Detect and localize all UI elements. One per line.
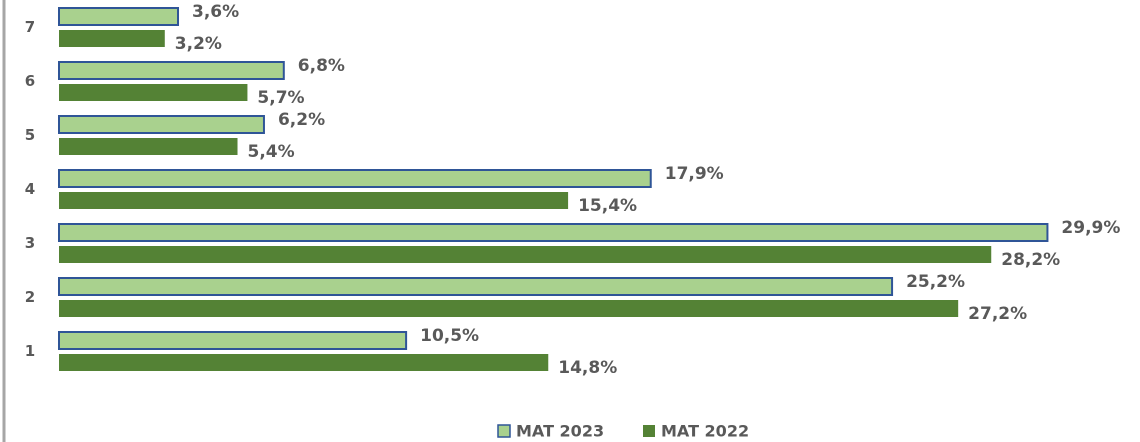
value-label: 17,9% [665, 164, 724, 184]
bar [58, 7, 180, 26]
value-label: 6,8% [298, 56, 345, 76]
bar [58, 169, 652, 188]
bar [59, 84, 248, 101]
value-label: 3,6% [192, 2, 239, 22]
y-tick-label: 5 [25, 126, 35, 144]
bar [59, 192, 569, 209]
value-label: 5,4% [248, 142, 295, 162]
value-label: 15,4% [578, 196, 637, 216]
value-label: 25,2% [906, 272, 965, 292]
value-label: 3,2% [175, 34, 222, 54]
y-tick-label: 3 [25, 234, 35, 252]
y-tick-label: 6 [25, 72, 35, 90]
y-tick-label: 1 [25, 342, 35, 360]
legend-label: MAT 2023 [516, 422, 604, 441]
legend-swatch [643, 425, 655, 437]
bar [58, 223, 1049, 242]
value-label: 6,2% [278, 110, 325, 130]
bar [59, 246, 992, 263]
bar [59, 354, 549, 371]
bar [59, 138, 238, 155]
bar [58, 115, 265, 134]
bar [59, 300, 959, 317]
bar [58, 331, 408, 350]
y-tick-label: 2 [25, 288, 35, 306]
bar [58, 61, 285, 80]
y-tick-label: 4 [25, 180, 35, 198]
bar [58, 277, 894, 296]
legend-label: MAT 2022 [661, 422, 749, 441]
bar [59, 30, 165, 47]
value-label: 29,9% [1061, 218, 1120, 238]
legend-swatch [497, 424, 511, 438]
value-label: 28,2% [1001, 250, 1060, 270]
value-label: 27,2% [968, 304, 1027, 324]
y-tick-label: 7 [25, 18, 35, 36]
value-label: 10,5% [420, 326, 479, 346]
value-label: 14,8% [558, 358, 617, 378]
value-label: 5,7% [257, 88, 304, 108]
